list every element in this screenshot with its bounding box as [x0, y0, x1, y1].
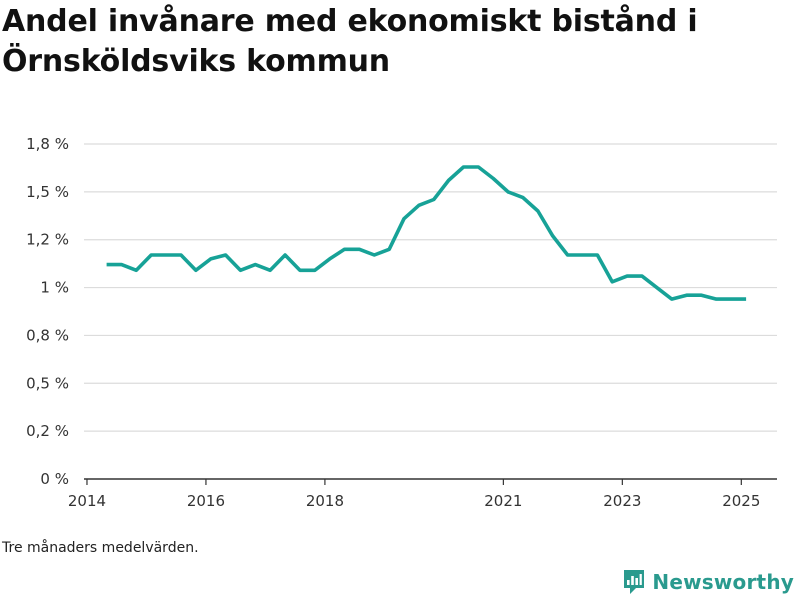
gridlines [84, 143, 777, 432]
y-tick-label: 1,2 % [26, 231, 69, 249]
x-tick-label: 2016 [187, 492, 225, 510]
x-tick-label: 2025 [722, 492, 760, 510]
x-tick-label: 2014 [68, 492, 106, 510]
x-axis-labels: 2014 2016 2018 2021 2023 2025 [68, 492, 761, 510]
x-tick-label: 2021 [484, 492, 522, 510]
newsworthy-logo-icon [624, 570, 645, 594]
series-layer [106, 165, 747, 301]
x-axis [84, 478, 777, 485]
y-tick-label: 0,5 % [26, 374, 69, 392]
y-tick-label: 0 % [40, 470, 69, 488]
brand-name: Newsworthy [652, 570, 794, 594]
y-tick-label: 0,2 % [26, 422, 69, 440]
brand-logo[interactable]: Newsworthy [622, 568, 794, 596]
y-tick-label: 1,5 % [26, 183, 69, 201]
line-chart: 0 % 0,2 % 0,5 % 0,8 % 1 % 1,2 % 1,5 % 1,8 % 201… [26, 135, 777, 510]
y-tick-label: 1,8 % [26, 135, 69, 153]
y-axis-labels: 0 % 0,2 % 0,5 % 0,8 % 1 % 1,2 % 1,5 % 1,8 % [26, 135, 69, 488]
chart-title: Andel invånare med ekonomiskt bistånd i … [2, 4, 698, 79]
y-tick-label: 1 % [40, 279, 69, 297]
chart-footnote: Tre månaders medelvärden. [2, 540, 199, 556]
y-tick-label: 0,8 % [26, 326, 69, 344]
x-tick-label: 2018 [306, 492, 344, 510]
series-line [106, 165, 747, 301]
x-tick-label: 2023 [603, 492, 641, 510]
